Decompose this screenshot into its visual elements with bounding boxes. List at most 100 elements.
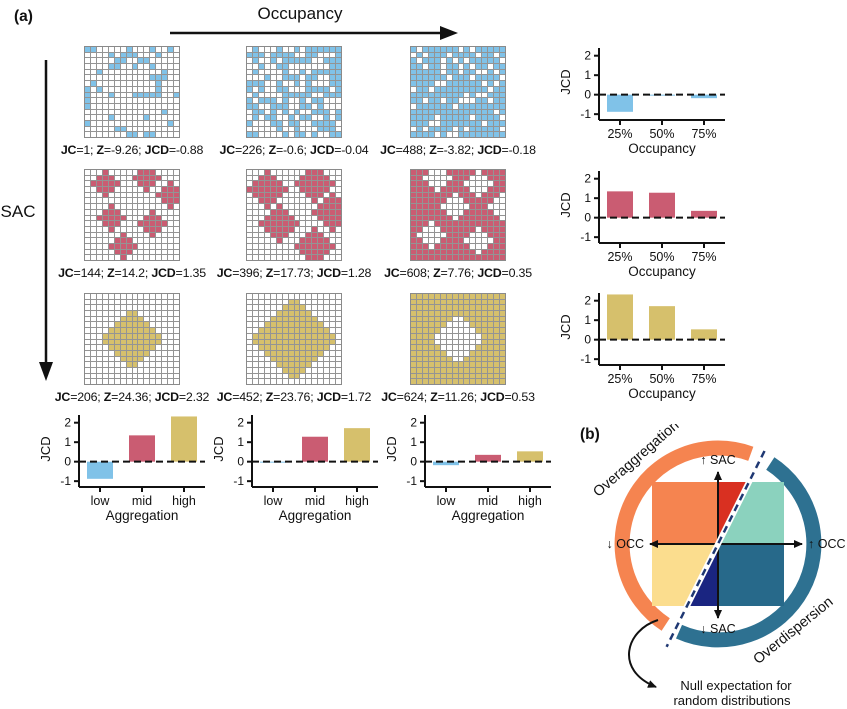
grid-cell <box>270 187 276 192</box>
grid-cell <box>102 215 108 221</box>
grid-cell <box>138 209 144 215</box>
grid-cell <box>324 86 330 92</box>
grid-cell <box>300 226 306 232</box>
grid-cell <box>120 47 126 52</box>
grid-cell <box>452 204 458 209</box>
grid-cell <box>247 69 252 75</box>
grid-cell <box>464 204 470 209</box>
grid-cell <box>330 58 336 64</box>
grid-cell <box>252 170 258 175</box>
grid-cell <box>422 120 428 126</box>
grid-cell <box>174 115 179 120</box>
grid-cell <box>312 362 318 367</box>
stat-value: =-0.18 <box>501 143 536 157</box>
grid-cell <box>318 75 324 81</box>
grid-cell <box>494 69 500 75</box>
grid-cell <box>102 345 108 350</box>
grid-cell <box>294 373 300 379</box>
grid-cell <box>252 109 258 115</box>
grid-cell <box>156 328 162 333</box>
grid-cell <box>108 86 114 92</box>
grid-cell <box>102 294 108 299</box>
grid-cell <box>476 92 482 98</box>
grid-cell <box>312 316 318 322</box>
grid-cell <box>416 126 422 132</box>
grid-cell <box>470 350 476 356</box>
grid-cell <box>270 115 276 120</box>
grid-cell <box>174 170 179 175</box>
grid-cell <box>428 132 434 137</box>
grid-cell <box>120 328 126 333</box>
grid-cell <box>488 47 494 52</box>
grid-cell <box>330 209 336 215</box>
grid-cell <box>464 238 470 243</box>
grid-cell <box>294 115 300 120</box>
grid-cell <box>174 350 179 356</box>
grid-cell <box>132 69 138 75</box>
grid-cell <box>276 238 282 243</box>
grid-cell <box>500 350 505 356</box>
grid-cell <box>102 238 108 243</box>
stat-value: =396; <box>232 266 266 280</box>
grid-cell <box>162 345 168 350</box>
grid-cell <box>318 175 324 181</box>
stat-value: =-0.04 <box>334 143 369 157</box>
grid-cell <box>252 311 258 316</box>
grid-cell <box>85 322 90 328</box>
grid-cell <box>488 92 494 98</box>
grid-cell <box>476 204 482 209</box>
grid-cell <box>440 305 446 311</box>
grid-cell <box>282 120 288 126</box>
stat-label: Z <box>430 390 438 404</box>
stat-label: JCD <box>316 266 341 280</box>
grid-cell <box>90 345 96 350</box>
occupancy-axis-label: Occupancy <box>257 4 343 23</box>
grid-cell <box>294 345 300 350</box>
grid-cell <box>312 86 318 92</box>
grid-cell <box>120 333 126 339</box>
grid-cell <box>126 373 132 379</box>
grid-cell <box>422 322 428 328</box>
grid-cell <box>144 221 150 226</box>
grid-cell <box>138 175 144 181</box>
grid-cell <box>434 187 440 192</box>
grid-cell <box>156 98 162 103</box>
grid-cell <box>440 339 446 345</box>
grid-cell <box>470 333 476 339</box>
grid-cell <box>422 255 428 260</box>
grid-cell <box>126 209 132 215</box>
grid-cell <box>458 64 464 69</box>
grid-cell <box>482 181 488 187</box>
grid-cell <box>174 52 179 58</box>
grid-cell <box>162 187 168 192</box>
grid-cell <box>416 92 422 98</box>
grid-cell <box>416 204 422 209</box>
grid-cell <box>446 294 452 299</box>
grid-cell <box>252 209 258 215</box>
stat-value: =1.35 <box>175 266 207 280</box>
grid-cell <box>150 243 156 249</box>
grid-cell <box>476 362 482 367</box>
grid-cell <box>144 115 150 120</box>
grid-cell <box>132 373 138 379</box>
grid-cell <box>411 47 416 52</box>
grid-cell <box>488 187 494 192</box>
grid-cell <box>90 299 96 305</box>
grid-cell <box>452 170 458 175</box>
grid-cell <box>85 362 90 367</box>
grid-cell <box>258 64 264 69</box>
grid-cell <box>422 109 428 115</box>
grid-cell <box>324 81 330 86</box>
grid-cell <box>422 350 428 356</box>
grid-cell <box>138 221 144 226</box>
grid-cell <box>247 58 252 64</box>
grid-cell <box>440 120 446 126</box>
grid-cell <box>330 92 336 98</box>
grid-cell <box>446 120 452 126</box>
grid-cell <box>282 305 288 311</box>
grid-cell <box>282 209 288 215</box>
grid-cell <box>252 356 258 362</box>
grid-cell <box>488 322 494 328</box>
grid-cell <box>174 215 179 221</box>
grid-cell <box>318 373 324 379</box>
